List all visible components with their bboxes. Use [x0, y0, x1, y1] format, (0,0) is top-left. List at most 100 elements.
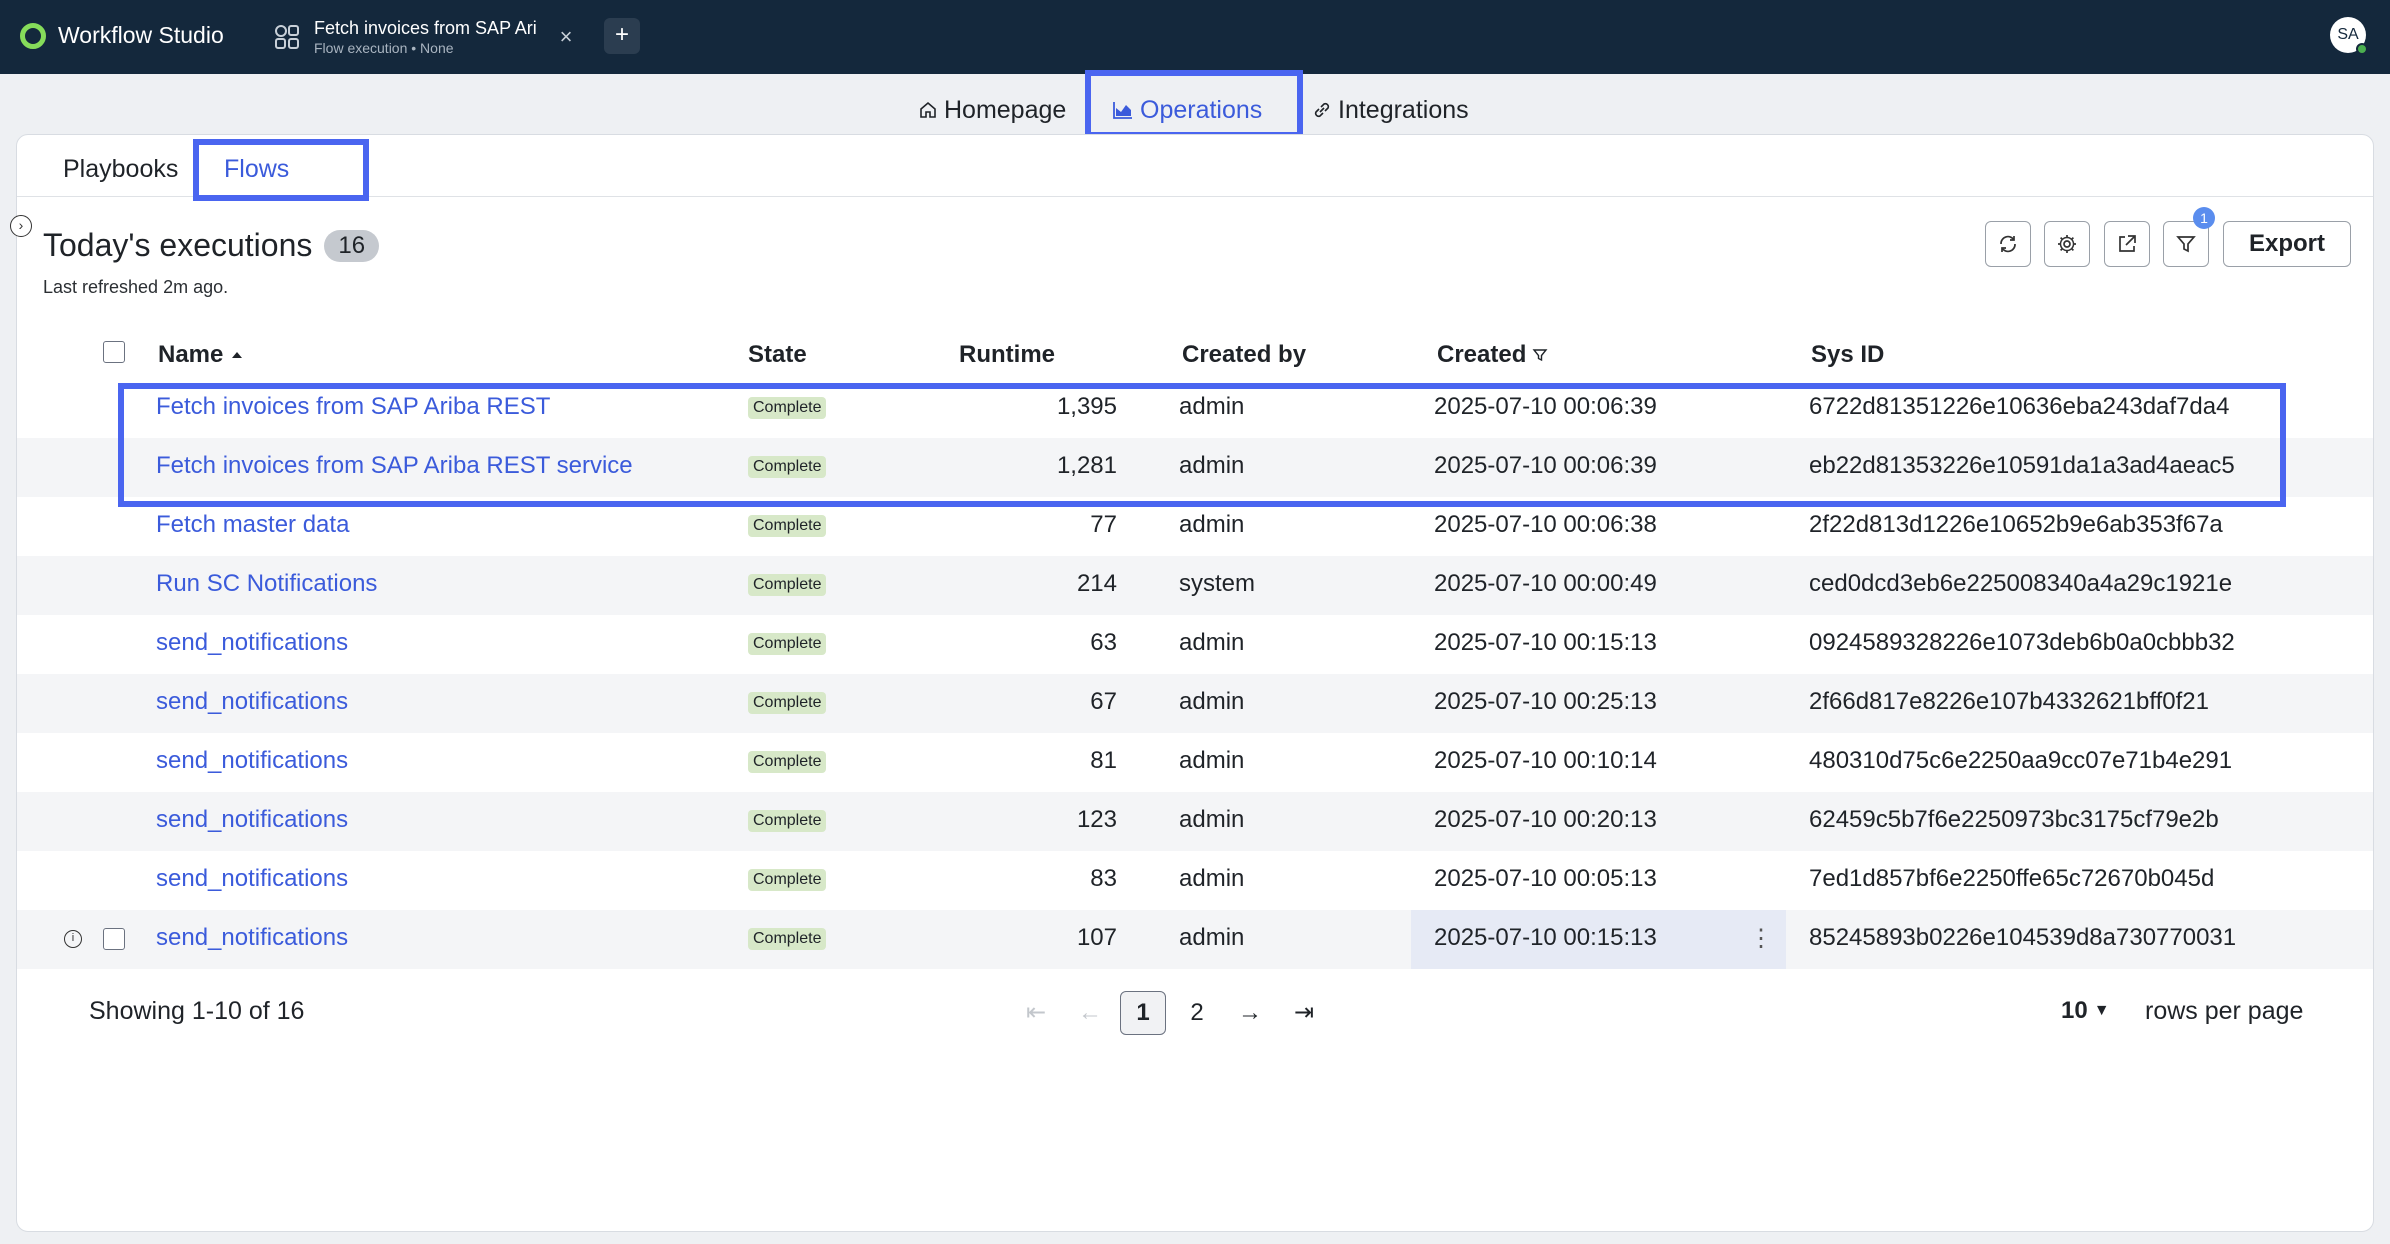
flows-highlight-box: [193, 139, 369, 201]
table-row[interactable]: Run SC Notifications Complete 214 system…: [17, 556, 2373, 615]
chevron-down-icon: ▼: [2093, 1002, 2110, 1019]
row-checkbox[interactable]: [103, 928, 125, 950]
flow-name-link[interactable]: Fetch invoices from SAP Ariba REST: [156, 393, 551, 420]
previous-page-icon[interactable]: ←: [1078, 999, 1102, 1026]
settings-button[interactable]: [2044, 221, 2090, 267]
flow-name-link[interactable]: send_notifications: [156, 924, 349, 951]
top-bar: Workflow Studio Fetch invoices from SAP …: [0, 0, 2390, 74]
created-by-value: admin: [1179, 688, 1245, 715]
nav-integrations-label: Integrations: [1338, 95, 1469, 124]
column-header-state[interactable]: State: [748, 341, 807, 369]
page-1-button[interactable]: 1: [1120, 991, 1166, 1035]
runtime-value: 67: [1090, 688, 1117, 715]
column-header-runtime[interactable]: Runtime: [959, 341, 1055, 369]
state-badge: Complete: [748, 869, 827, 891]
page-2-button[interactable]: 2: [1190, 999, 1204, 1026]
state-badge: Complete: [748, 633, 827, 655]
table-row[interactable]: Fetch master data Complete 77 admin 2025…: [17, 497, 2373, 556]
document-tab-title: Fetch invoices from SAP Ari: [314, 18, 537, 38]
state-badge: Complete: [748, 751, 827, 773]
count-badge: 16: [324, 229, 380, 262]
tab-playbooks[interactable]: Playbooks: [63, 155, 179, 183]
flow-name-link[interactable]: send_notifications: [156, 747, 349, 774]
table-row[interactable]: send_notifications Complete 123 admin 20…: [17, 792, 2373, 851]
close-icon[interactable]: ×: [559, 24, 573, 49]
runtime-value: 123: [1076, 806, 1117, 833]
state-badge: Complete: [748, 928, 827, 950]
share-button[interactable]: [2104, 221, 2150, 267]
flow-name-link[interactable]: Fetch master data: [156, 511, 350, 538]
next-page-icon[interactable]: →: [1238, 999, 1262, 1026]
rows-per-page-value: 10: [2061, 997, 2088, 1024]
document-tab[interactable]: Fetch invoices from SAP Ari Flow executi…: [272, 14, 584, 60]
created-by-value: admin: [1179, 393, 1245, 420]
table-header: Name State Runtime Created by Created Sy…: [17, 327, 2373, 379]
info-icon[interactable]: i: [64, 930, 82, 948]
column-header-name[interactable]: Name: [158, 341, 245, 369]
column-header-created[interactable]: Created: [1437, 341, 1548, 369]
new-tab-button[interactable]: +: [604, 18, 640, 54]
nav-operations[interactable]: Operations: [1112, 90, 1262, 130]
flow-name-link[interactable]: send_notifications: [156, 865, 349, 892]
runtime-value: 81: [1090, 747, 1117, 774]
sys-id-value: 0924589328226e1073deb6b0a0cbbb32: [1809, 629, 2235, 656]
avatar[interactable]: SA: [2330, 17, 2368, 55]
created-value: 2025-07-10 00:05:13: [1434, 865, 1657, 892]
export-button[interactable]: Export: [2223, 221, 2351, 267]
table-row[interactable]: send_notifications Complete 81 admin 202…: [17, 733, 2373, 792]
state-badge: Complete: [748, 574, 827, 596]
sort-ascending-icon: [232, 352, 243, 358]
kebab-menu-icon[interactable]: ⋮: [1749, 925, 1773, 952]
table-row[interactable]: Fetch invoices from SAP Ariba REST servi…: [17, 438, 2373, 497]
column-filter-icon[interactable]: [1532, 347, 1548, 363]
sys-id-value: 480310d75c6e2250aa9cc07e71b4e291: [1809, 747, 2233, 774]
column-header-name-label: Name: [158, 341, 224, 368]
created-value: 2025-07-10 00:10:14: [1434, 747, 1657, 774]
column-header-created-label: Created: [1437, 341, 1527, 368]
created-value: 2025-07-10 00:25:13: [1434, 688, 1657, 715]
table-row[interactable]: Fetch invoices from SAP Ariba REST Compl…: [17, 379, 2373, 438]
created-by-value: admin: [1179, 511, 1245, 538]
column-header-created-by-label: Created by: [1182, 341, 1307, 368]
flow-name-link[interactable]: send_notifications: [156, 688, 349, 715]
runtime-value: 83: [1090, 865, 1117, 892]
table-row[interactable]: send_notifications Complete 63 admin 202…: [17, 615, 2373, 674]
last-page-icon[interactable]: ⇥: [1293, 999, 1315, 1026]
sys-id-value: 2f22d813d1226e10652b9e6ab353f67a: [1809, 511, 2223, 538]
sys-id-value: eb22d81353226e10591da1a3ad4aeac5: [1809, 452, 2235, 479]
column-header-created-by[interactable]: Created by: [1182, 341, 1306, 369]
runtime-value: 1,281: [1056, 452, 1117, 479]
sub-tabs: Playbooks Flows: [17, 135, 2373, 197]
state-badge: Complete: [748, 692, 827, 714]
column-header-runtime-label: Runtime: [959, 341, 1055, 368]
flow-name-link[interactable]: send_notifications: [156, 629, 349, 656]
filter-count-badge: 1: [2193, 207, 2215, 229]
expand-sidebar-icon[interactable]: ›: [10, 215, 32, 237]
nav-operations-label: Operations: [1140, 95, 1263, 124]
first-page-icon[interactable]: ⇤: [1025, 999, 1047, 1026]
nav-integrations[interactable]: Integrations: [1312, 90, 1469, 130]
nav-homepage[interactable]: Homepage: [918, 90, 1066, 130]
runtime-value: 63: [1090, 629, 1117, 656]
refresh-button[interactable]: [1985, 221, 2031, 267]
filter-button[interactable]: [2163, 221, 2209, 267]
nav-homepage-label: Homepage: [944, 95, 1067, 124]
flow-name-link[interactable]: send_notifications: [156, 806, 349, 833]
flow-name-link[interactable]: Run SC Notifications: [156, 570, 378, 597]
rows-per-page-select[interactable]: 10 ▼: [2061, 997, 2110, 1025]
last-refreshed-text: Last refreshed 2m ago.: [43, 277, 229, 297]
state-badge: Complete: [748, 456, 827, 478]
brand[interactable]: Workflow Studio: [20, 22, 224, 49]
executions-card: Playbooks Flows › Today's executions 16 …: [10, 134, 2374, 1232]
chart-icon: [1113, 102, 1132, 119]
gear-icon: [2058, 235, 2076, 253]
tab-flows[interactable]: Flows: [224, 155, 290, 183]
rows-per-page-label: rows per page: [2145, 997, 2304, 1025]
flow-name-link[interactable]: Fetch invoices from SAP Ariba REST servi…: [156, 452, 633, 479]
table-row[interactable]: send_notifications Complete 83 admin 202…: [17, 851, 2373, 910]
table-row-hovered[interactable]: i send_notifications Complete 107 admin …: [17, 910, 2373, 969]
select-all-checkbox[interactable]: [103, 341, 125, 363]
table-row[interactable]: send_notifications Complete 67 admin 202…: [17, 674, 2373, 733]
column-header-sys-id[interactable]: Sys ID: [1811, 341, 1884, 369]
link-icon: [1314, 102, 1330, 118]
